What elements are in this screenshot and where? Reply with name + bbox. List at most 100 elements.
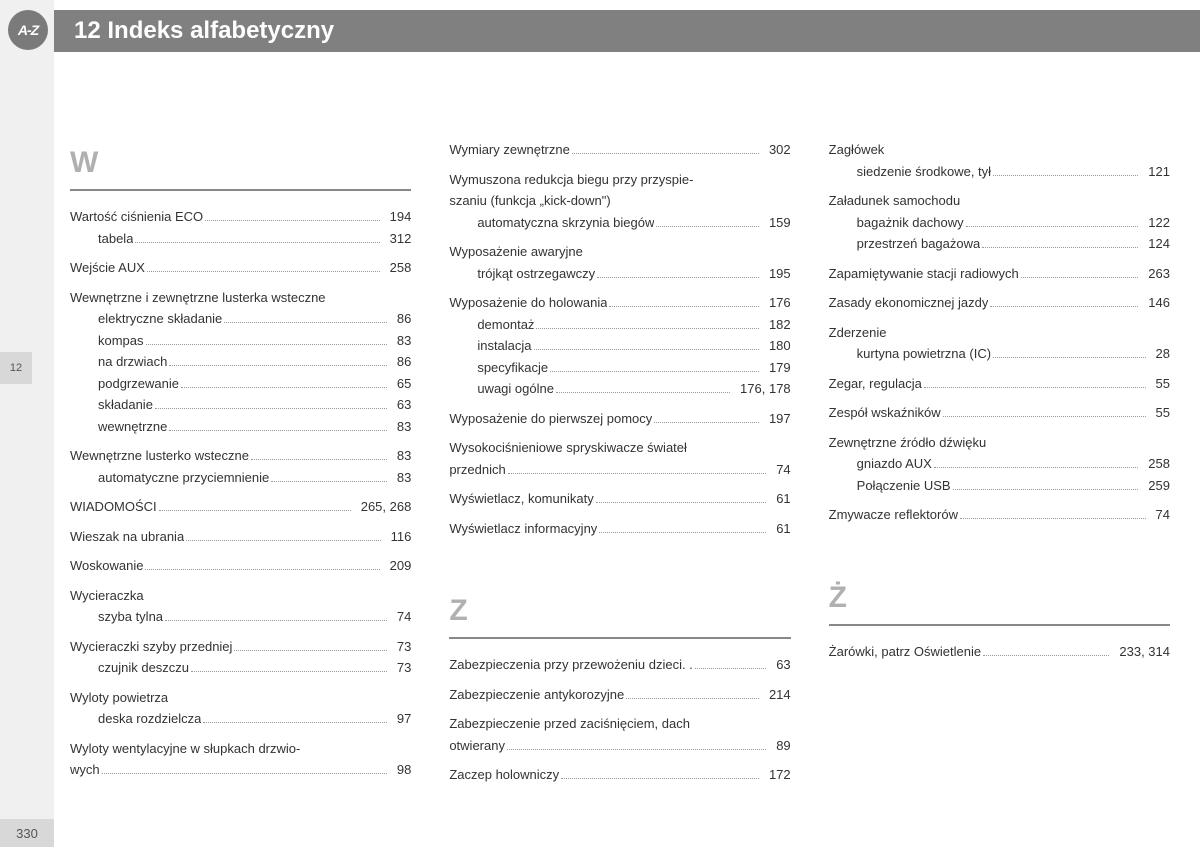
index-entry: Zderzenie xyxy=(829,323,1170,343)
index-entry: Zagłówek xyxy=(829,140,1170,160)
section-letter: Z xyxy=(449,588,790,633)
index-entry: Wyloty powietrza xyxy=(70,688,411,708)
entry-page: 55 xyxy=(1150,374,1170,394)
entry-page: 74 xyxy=(770,460,790,480)
entry-page: 86 xyxy=(391,309,411,329)
index-entry: elektryczne składanie86 xyxy=(70,309,411,329)
entry-page: 116 xyxy=(385,527,412,547)
entry-page: 73 xyxy=(391,637,411,657)
entry-page: 55 xyxy=(1150,403,1170,423)
index-entry: automatyczne przyciemnienie83 xyxy=(70,468,411,488)
entry-page: 63 xyxy=(770,655,790,675)
entry-label: Wyposażenie do holowania xyxy=(449,293,607,313)
index-entry: instalacja180 xyxy=(449,336,790,356)
entry-label: na drzwiach xyxy=(98,352,167,372)
index-entry: deska rozdzielcza97 xyxy=(70,709,411,729)
index-entry: wewnętrzne83 xyxy=(70,417,411,437)
index-entry: Połączenie USB259 xyxy=(829,476,1170,496)
leader-dots xyxy=(102,773,387,774)
index-group: Wieszak na ubrania116 xyxy=(70,527,411,547)
entry-label: Wewnętrzne lusterko wsteczne xyxy=(70,446,249,466)
leader-dots xyxy=(943,416,1146,417)
index-group: Zabezpieczenie antykorozyjne214 xyxy=(449,685,790,705)
index-entry: Wycieraczki szyby przedniej73 xyxy=(70,637,411,657)
entry-label: Żarówki, patrz Oświetlenie xyxy=(829,642,981,662)
entry-label: automatyczna skrzynia biegów xyxy=(477,213,654,233)
entry-label: demontaż xyxy=(477,315,534,335)
index-entry: Zasady ekonomicznej jazdy146 xyxy=(829,293,1170,313)
index-group: Zabezpieczenie przed zaciśnięciem, dacho… xyxy=(449,714,790,755)
entry-label: Zespół wskaźników xyxy=(829,403,941,423)
entry-label: szaniu (funkcja „kick-down") xyxy=(449,191,610,211)
entry-label: specyfikacje xyxy=(477,358,548,378)
index-group: Wycieraczki szyby przedniej73czujnik des… xyxy=(70,637,411,678)
index-group: Wewnętrzne i zewnętrzne lusterka wsteczn… xyxy=(70,288,411,437)
index-entry: Woskowanie 209 xyxy=(70,556,411,576)
index-group: Wymuszona redukcja biegu przy przyspie-s… xyxy=(449,170,790,233)
leader-dots xyxy=(550,371,759,372)
index-group: Zegar, regulacja55 xyxy=(829,374,1170,394)
leader-dots xyxy=(960,518,1146,519)
entry-page: 233, 314 xyxy=(1113,642,1170,662)
entry-label: Zderzenie xyxy=(829,323,887,343)
entry-label: Wewnętrzne i zewnętrzne lusterka wsteczn… xyxy=(70,288,326,308)
entry-page: 63 xyxy=(391,395,411,415)
leader-dots xyxy=(145,569,379,570)
header-title: 12 Indeks alfabetyczny xyxy=(74,17,334,45)
index-entry: Wyświetlacz, komunikaty61 xyxy=(449,489,790,509)
index-group: Wyposażenie do holowania176demontaż182in… xyxy=(449,293,790,399)
index-entry: Zespół wskaźników 55 xyxy=(829,403,1170,423)
index-entry: gniazdo AUX258 xyxy=(829,454,1170,474)
entry-label: Załadunek samochodu xyxy=(829,191,961,211)
column-3: Zagłóweksiedzenie środkowe, tył121Załadu… xyxy=(829,140,1170,795)
index-group: Zabezpieczenia przy przewożeniu dzieci. … xyxy=(449,655,790,675)
entry-page: 83 xyxy=(391,417,411,437)
entry-page: 74 xyxy=(1150,505,1170,525)
entry-label: instalacja xyxy=(477,336,531,356)
entry-page: 209 xyxy=(384,556,412,576)
index-entry: Zegar, regulacja55 xyxy=(829,374,1170,394)
leader-dots xyxy=(146,344,387,345)
index-entry: przednich74 xyxy=(449,460,790,480)
entry-label: WIADOMOŚCI xyxy=(70,497,157,517)
leader-dots xyxy=(203,722,387,723)
section-letter: W xyxy=(70,140,411,185)
entry-label: wych xyxy=(70,760,100,780)
az-icon: A-Z xyxy=(8,10,48,50)
entry-label: szyba tylna xyxy=(98,607,163,627)
leader-dots xyxy=(251,459,387,460)
index-entry: demontaż182 xyxy=(449,315,790,335)
entry-label: przestrzeń bagażowa xyxy=(857,234,981,254)
entry-page: 65 xyxy=(391,374,411,394)
index-entry: Wewnętrzne lusterko wsteczne 83 xyxy=(70,446,411,466)
index-group: Wyposażenie awaryjnetrójkąt ostrzegawczy… xyxy=(449,242,790,283)
index-group: Wyświetlacz informacyjny61 xyxy=(449,519,790,539)
entry-label: Woskowanie xyxy=(70,556,143,576)
entry-page: 265, 268 xyxy=(355,497,412,517)
entry-label: Zabezpieczenie antykorozyjne xyxy=(449,685,624,705)
index-entry: Wyposażenie awaryjne xyxy=(449,242,790,262)
leader-dots xyxy=(609,306,758,307)
index-group: Żarówki, patrz Oświetlenie 233, 314 xyxy=(829,642,1170,662)
entry-page: 172 xyxy=(763,765,791,785)
entry-page: 28 xyxy=(1150,344,1170,364)
leader-dots xyxy=(934,467,1138,468)
leader-dots xyxy=(186,540,380,541)
leader-dots xyxy=(966,226,1139,227)
index-entry: przestrzeń bagażowa124 xyxy=(829,234,1170,254)
leader-dots xyxy=(169,365,386,366)
divider xyxy=(829,624,1170,626)
entry-page: 122 xyxy=(1142,213,1170,233)
entry-label: Zaczep holowniczy xyxy=(449,765,559,785)
index-entry: Załadunek samochodu xyxy=(829,191,1170,211)
index-entry: Zabezpieczenia przy przewożeniu dzieci. … xyxy=(449,655,790,675)
index-entry: tabela312 xyxy=(70,229,411,249)
entry-page: 83 xyxy=(391,446,411,466)
index-group: Wyświetlacz, komunikaty61 xyxy=(449,489,790,509)
entry-label: bagażnik dachowy xyxy=(857,213,964,233)
entry-label: Wymuszona redukcja biegu przy przyspie- xyxy=(449,170,693,190)
index-entry: Wieszak na ubrania116 xyxy=(70,527,411,547)
index-entry: Zabezpieczenie przed zaciśnięciem, dach xyxy=(449,714,790,734)
index-entry: podgrzewanie65 xyxy=(70,374,411,394)
index-group: Wyloty powietrzadeska rozdzielcza97 xyxy=(70,688,411,729)
